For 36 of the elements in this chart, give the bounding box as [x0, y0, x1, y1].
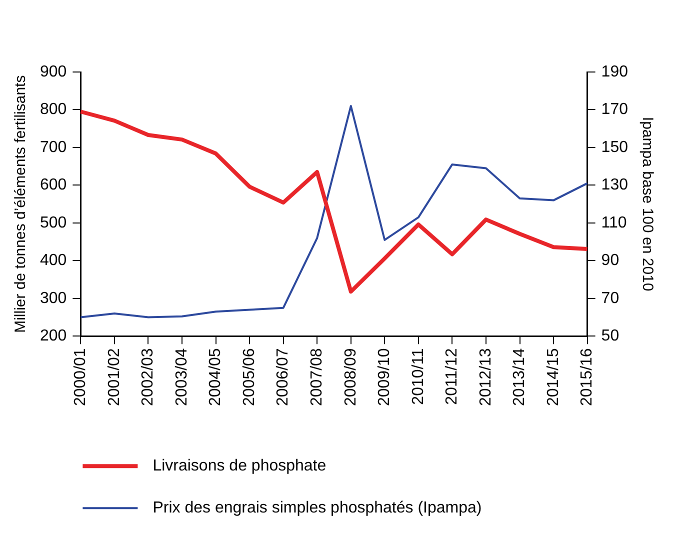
- y-tick-label: 400: [40, 252, 67, 270]
- x-tick-label: 2003/04: [173, 348, 190, 406]
- y2-tick-label: 110: [601, 214, 627, 232]
- y2-tick-label: 130: [601, 176, 628, 194]
- x-tick-label: 2004/05: [207, 348, 224, 406]
- y-tick-label: 200: [40, 328, 67, 345]
- legend-label: Prix des engrais simples phosphatés (Ipampa): [152, 500, 482, 517]
- y2-tick-label: 190: [601, 63, 628, 80]
- x-tick-label: 2007/08: [308, 348, 326, 406]
- y-tick-label: 600: [40, 176, 67, 194]
- x-tick-label: 2006/07: [274, 348, 292, 406]
- x-tick-label: 2011/12: [444, 348, 461, 405]
- legend-label: Livraisons de phosphate: [152, 458, 326, 475]
- y-tick-label: 300: [40, 290, 67, 307]
- x-tick-label: 2001/02: [106, 348, 123, 406]
- y-tick-label: 700: [40, 138, 67, 156]
- y2-tick-label: 150: [601, 138, 628, 156]
- x-tick-label: 2005/06: [240, 348, 258, 406]
- y-tick-label: 900: [40, 63, 67, 80]
- y2-tick-label: 50: [601, 328, 620, 345]
- y2-tick-label: 70: [601, 290, 620, 307]
- y-tick-label: 500: [40, 214, 67, 232]
- y-tick-label: 800: [40, 101, 67, 118]
- y2-axis-title: Ipampa base 100 en 2010: [638, 116, 656, 292]
- y2-tick-label: 170: [601, 101, 628, 118]
- x-tick-label: 2012/13: [477, 348, 494, 406]
- x-tick-label: 2015/16: [578, 348, 596, 406]
- x-tick-label: 2009/10: [376, 348, 394, 406]
- x-tick-label: 2010/11: [410, 348, 427, 405]
- x-tick-label: 2002/03: [140, 348, 157, 406]
- x-tick-label: 2014/15: [544, 348, 562, 406]
- y2-tick-label: 90: [601, 252, 620, 270]
- x-tick-label: 2008/09: [342, 348, 360, 406]
- y-axis-title: Millier de tonnes d’éléments fertilisants: [12, 75, 30, 333]
- x-tick-label: 2013/14: [511, 348, 528, 406]
- x-tick-label: 2000/01: [72, 348, 90, 406]
